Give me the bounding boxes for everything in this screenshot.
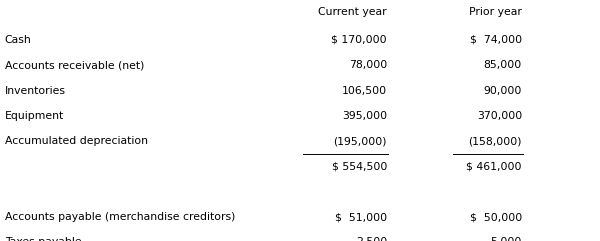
Text: Inventories: Inventories <box>5 86 66 95</box>
Text: 2,500: 2,500 <box>356 237 387 241</box>
Text: $ 170,000: $ 170,000 <box>331 35 387 45</box>
Text: 5,000: 5,000 <box>491 237 522 241</box>
Text: (158,000): (158,000) <box>469 136 522 146</box>
Text: Accumulated depreciation: Accumulated depreciation <box>5 136 148 146</box>
Text: 370,000: 370,000 <box>477 111 522 121</box>
Text: Equipment: Equipment <box>5 111 64 121</box>
Text: Prior year: Prior year <box>469 7 522 17</box>
Text: Taxes payable: Taxes payable <box>5 237 82 241</box>
Text: $  50,000: $ 50,000 <box>470 212 522 222</box>
Text: $ 554,500: $ 554,500 <box>332 161 387 171</box>
Text: Accounts receivable (net): Accounts receivable (net) <box>5 60 144 70</box>
Text: 106,500: 106,500 <box>342 86 387 95</box>
Text: Cash: Cash <box>5 35 32 45</box>
Text: $  74,000: $ 74,000 <box>470 35 522 45</box>
Text: Accounts payable (merchandise creditors): Accounts payable (merchandise creditors) <box>5 212 235 222</box>
Text: 395,000: 395,000 <box>342 111 387 121</box>
Text: $ 461,000: $ 461,000 <box>467 161 522 171</box>
Text: 78,000: 78,000 <box>349 60 387 70</box>
Text: $  51,000: $ 51,000 <box>335 212 387 222</box>
Text: 85,000: 85,000 <box>484 60 522 70</box>
Text: Current year: Current year <box>319 7 387 17</box>
Text: 90,000: 90,000 <box>484 86 522 95</box>
Text: (195,000): (195,000) <box>334 136 387 146</box>
